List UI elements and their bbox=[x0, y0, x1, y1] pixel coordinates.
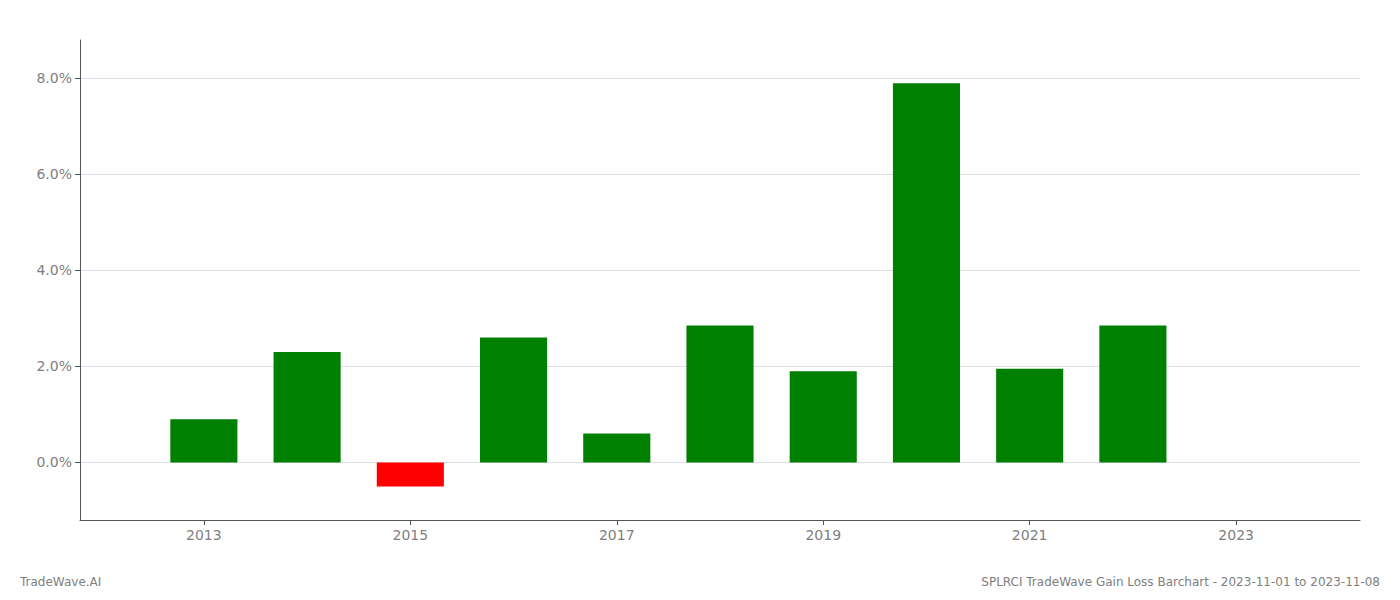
svg-text:2023: 2023 bbox=[1218, 527, 1254, 543]
svg-text:TradeWave.AI: TradeWave.AI bbox=[19, 575, 101, 589]
svg-text:6.0%: 6.0% bbox=[36, 166, 72, 182]
svg-text:2013: 2013 bbox=[186, 527, 222, 543]
svg-text:4.0%: 4.0% bbox=[36, 262, 72, 278]
svg-text:2019: 2019 bbox=[805, 527, 841, 543]
svg-text:2021: 2021 bbox=[1012, 527, 1048, 543]
svg-text:0.0%: 0.0% bbox=[36, 454, 72, 470]
svg-text:8.0%: 8.0% bbox=[36, 70, 72, 86]
svg-text:SPLRCI TradeWave Gain Loss Bar: SPLRCI TradeWave Gain Loss Barchart - 20… bbox=[981, 575, 1380, 589]
svg-text:2.0%: 2.0% bbox=[36, 358, 72, 374]
svg-text:2017: 2017 bbox=[599, 527, 635, 543]
svg-text:2015: 2015 bbox=[393, 527, 429, 543]
